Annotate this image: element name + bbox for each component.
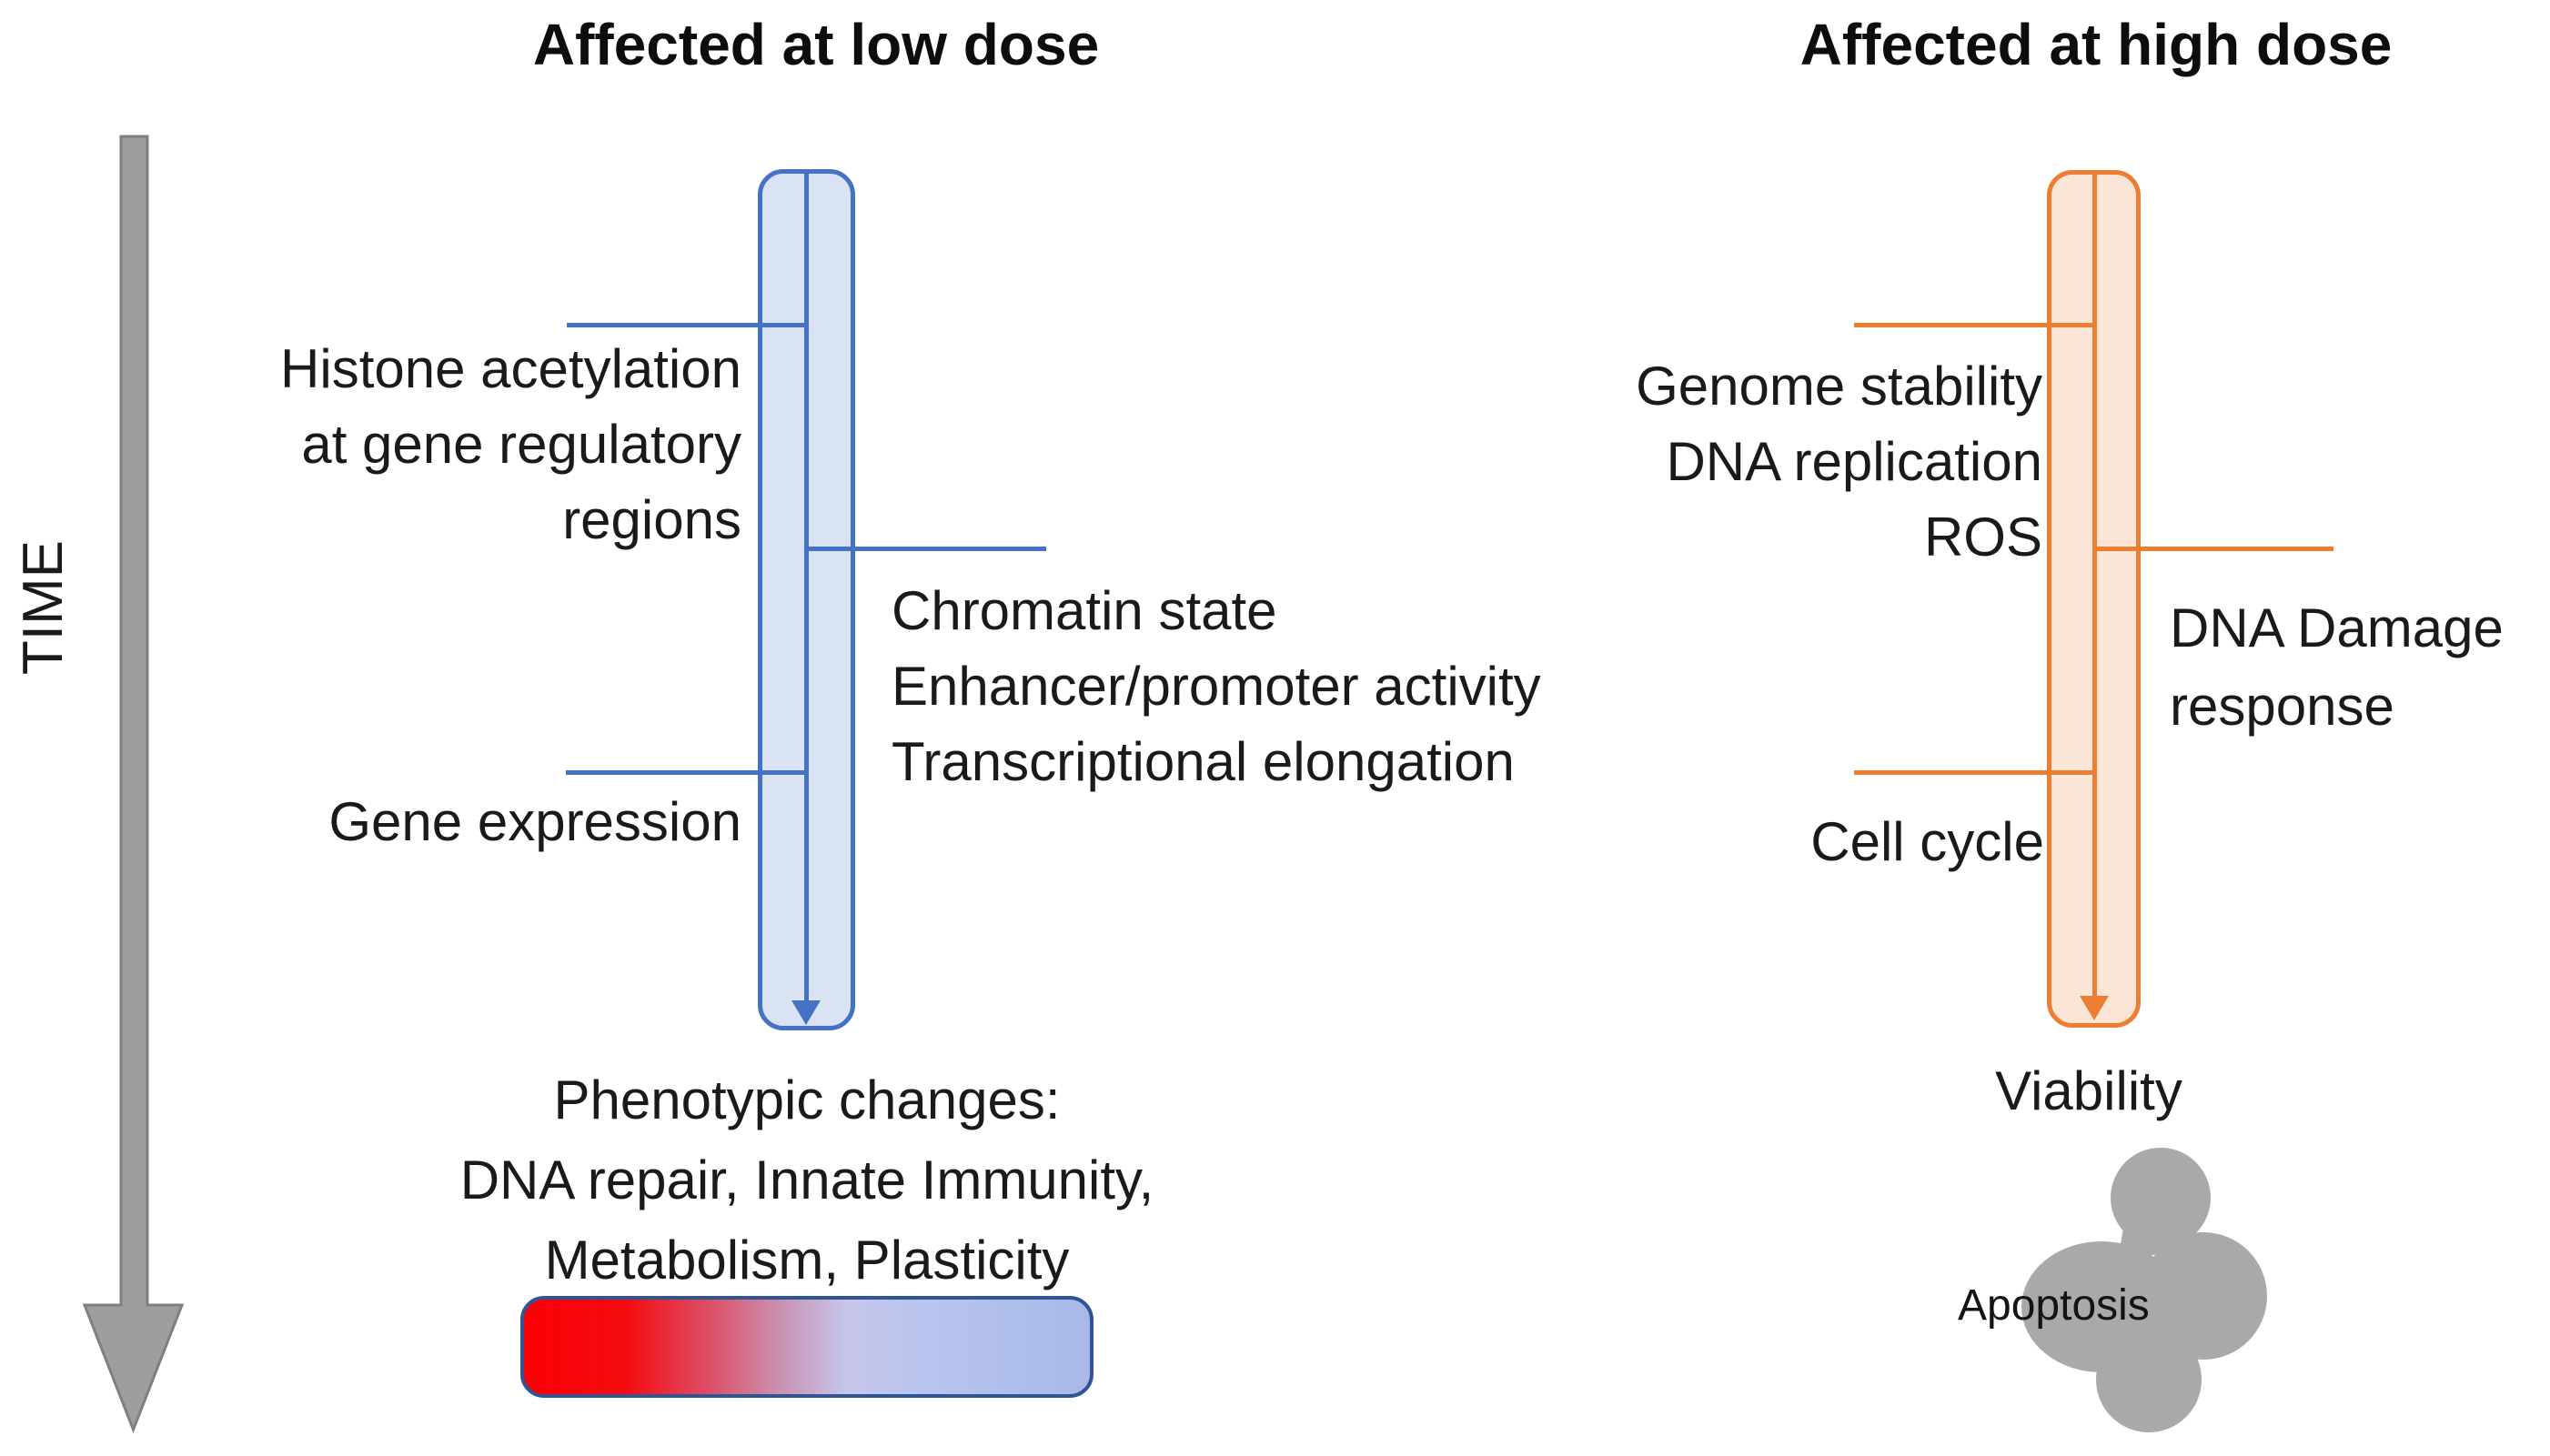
high-dose-title: Affected at high dose [1799,12,2393,77]
high-dose-timeline-line [2092,173,2097,999]
time-axis-label: TIME [12,539,75,676]
high-dose-tick-genome-stability [1854,323,2094,327]
high-dose-tick-cell-cycle [1854,770,2094,775]
low-dose-timeline-arrowhead-icon [791,1000,821,1025]
apoptosis-cell-icon [2021,1148,2267,1432]
time-arrow [82,135,185,1434]
low-dose-timeline-line [804,171,809,1003]
label-viability: Viability [1995,1060,2182,1121]
label-cell-cycle: Cell cycle [1810,811,2044,872]
low-dose-title: Affected at low dose [532,12,1100,77]
low-dose-tick-gene-expression [566,770,806,775]
label-dna-damage-response: DNA Damage response [2170,597,2504,737]
label-phenotypic-changes: Phenotypic changes: DNA repair, Innate I… [459,1069,1154,1290]
low-dose-tick-histone [567,323,806,327]
low-dose-tick-chromatin [806,547,1046,551]
high-dose-tick-dna-damage [2094,547,2333,551]
high-dose-timeline-arrowhead-icon [2080,996,2109,1020]
phenotype-gradient-bar [520,1296,1094,1398]
label-genome-stability: Genome stability DNA replication ROS [1636,356,2042,567]
label-apoptosis: Apoptosis [1958,1281,2150,1330]
label-histone-acetylation: Histone acetylation at gene regulatory r… [280,338,741,550]
time-arrow-shape [82,135,185,1434]
label-gene-expression: Gene expression [328,791,741,852]
label-chromatin-state: Chromatin state Enhancer/promoter activi… [892,580,1541,792]
